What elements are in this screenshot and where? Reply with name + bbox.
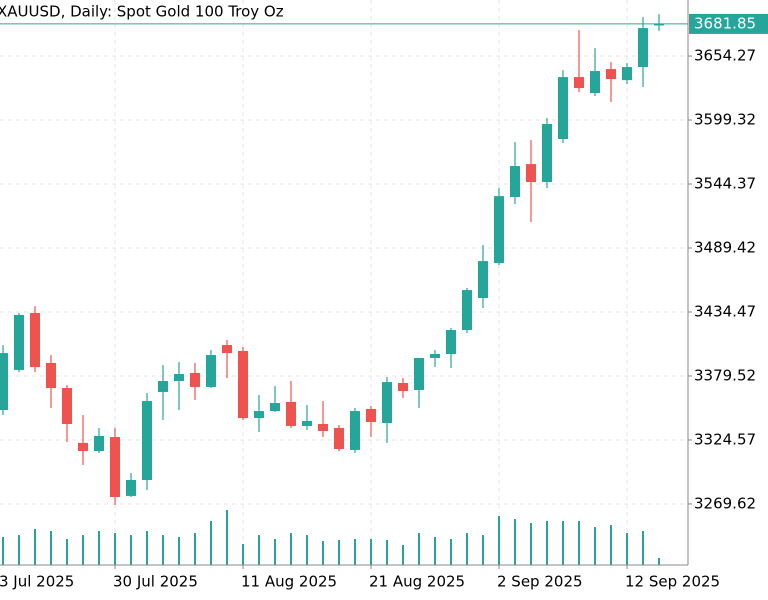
candle-body — [46, 362, 56, 389]
y-tick-label: 3379.52 — [694, 366, 756, 384]
candle-body — [606, 69, 616, 80]
x-tick-label: 30 Jul 2025 — [113, 573, 198, 591]
candle-body — [206, 355, 216, 387]
candle-body — [94, 435, 104, 451]
candle-body — [158, 381, 168, 392]
x-tick-label: 11 Aug 2025 — [241, 573, 337, 591]
candle-body — [62, 388, 72, 424]
candle-body — [366, 408, 376, 423]
candle-body — [286, 401, 296, 426]
candle-body — [14, 314, 24, 370]
candle-body — [302, 420, 312, 426]
candle-body — [78, 442, 88, 451]
candle-body — [238, 350, 248, 419]
candle-body — [30, 313, 40, 368]
candle-body — [190, 372, 200, 387]
candle-body — [334, 427, 344, 450]
x-tick-label: 2 Sep 2025 — [497, 573, 583, 591]
chart-title: XAUUSD, Daily: Spot Gold 100 Troy Oz — [0, 3, 284, 21]
candle-body — [590, 71, 600, 94]
candle-body — [446, 330, 456, 354]
y-tick-label: 3544.37 — [694, 175, 756, 193]
candle-body — [574, 77, 584, 89]
candle-body — [558, 77, 568, 140]
candle-body — [510, 166, 520, 198]
candle-body — [430, 353, 440, 358]
candle-body — [318, 423, 328, 431]
candle-body — [478, 261, 488, 298]
x-tick-label: 21 Aug 2025 — [369, 573, 465, 591]
y-tick-label: 3434.47 — [694, 302, 756, 320]
last-price-box — [689, 13, 768, 34]
y-tick-label: 3269.62 — [694, 494, 756, 512]
candle-body — [350, 411, 360, 450]
candle-body — [494, 196, 504, 264]
x-tick-label: 3 Jul 2025 — [0, 573, 74, 591]
y-tick-label: 3654.27 — [694, 47, 756, 65]
y-tick-label: 3599.32 — [694, 111, 756, 129]
candle-body — [110, 437, 120, 497]
candle-body — [654, 23, 664, 26]
candle-body — [222, 345, 232, 354]
last-price-label: 3681.85 — [694, 14, 756, 32]
candle-body — [142, 401, 152, 480]
candle-body — [398, 382, 408, 392]
candle-body — [526, 164, 536, 183]
labels: 3269.62 3324.57 3379.52 3434.47 3489.42 3544.… — [0, 13, 768, 591]
candle-body — [414, 357, 424, 390]
marks — [0, 14, 688, 565]
x-tick-label: 12 Sep 2025 — [625, 573, 720, 591]
candle-body — [382, 382, 392, 424]
y-tick-label: 3324.57 — [694, 430, 756, 448]
candle-body — [638, 28, 648, 68]
candle-body — [462, 290, 472, 331]
candle-body — [254, 411, 264, 419]
candle-body — [0, 353, 8, 411]
candle-body — [126, 479, 136, 496]
y-tick-label: 3489.42 — [694, 239, 756, 257]
candle-body — [270, 403, 280, 412]
candle-body — [542, 124, 552, 183]
candle-body — [174, 374, 184, 382]
candle-body — [622, 67, 632, 81]
